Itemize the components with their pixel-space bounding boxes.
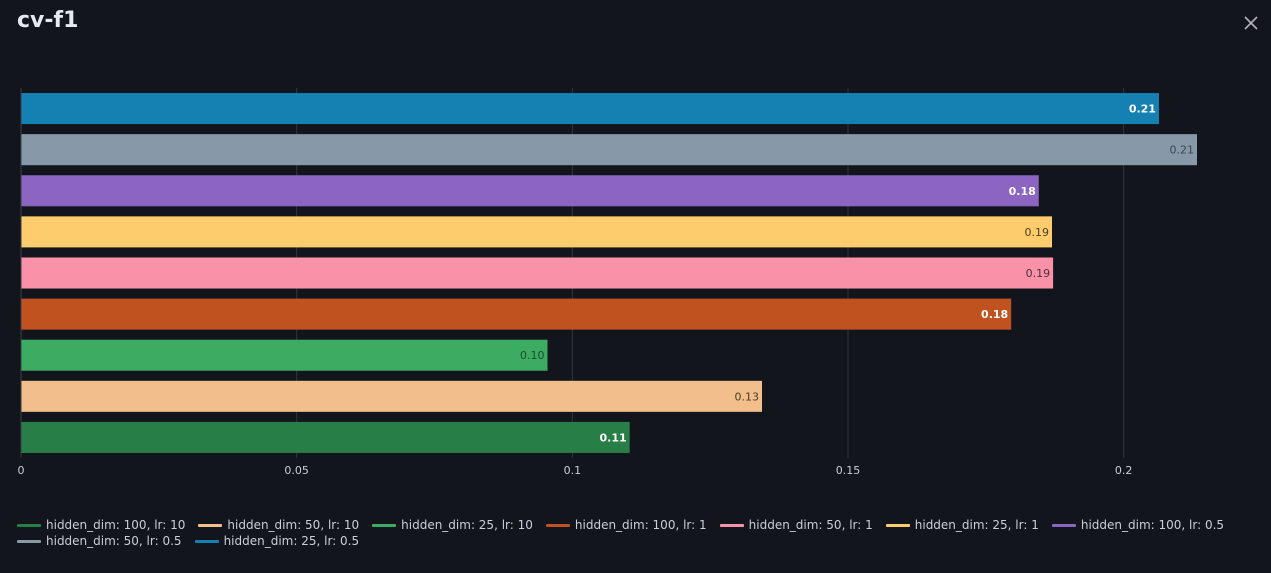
bar-data-label: 0.21	[1129, 103, 1156, 116]
bar[interactable]	[21, 339, 548, 371]
legend-label: hidden_dim: 100, lr: 0.5	[1080, 518, 1225, 532]
legend-swatch	[372, 523, 397, 527]
bar-data-label: 0.11	[600, 431, 627, 444]
bar[interactable]	[21, 93, 1159, 125]
bar-data-label: 0.13	[734, 390, 759, 403]
legend-swatch	[17, 539, 41, 543]
bar-data-label: 0.19	[1024, 226, 1049, 239]
bar-data-label: 0.18	[1009, 185, 1036, 198]
panel-title: cv-f1	[17, 8, 79, 33]
legend-label: hidden_dim: 25, lr: 0.5	[223, 534, 360, 548]
legend-label: hidden_dim: 25, lr: 1	[914, 518, 1039, 532]
bar[interactable]	[21, 134, 1197, 166]
legend-item[interactable]: hidden_dim: 100, lr: 10	[17, 518, 185, 532]
bar-data-label: 0.10	[520, 349, 545, 362]
chart-legend: hidden_dim: 100, lr: 10 hidden_dim: 50, l…	[17, 518, 1257, 548]
bar-data-label: 0.21	[1170, 144, 1195, 157]
legend-item[interactable]: hidden_dim: 25, lr: 1	[885, 518, 1039, 532]
legend-swatch	[545, 523, 570, 527]
legend-swatch	[719, 523, 744, 527]
legend-label: hidden_dim: 50, lr: 10	[227, 518, 360, 532]
legend-label: hidden_dim: 100, lr: 10	[46, 518, 186, 532]
bar[interactable]	[21, 175, 1039, 207]
x-tick-label: 0	[18, 464, 25, 477]
legend-label: hidden_dim: 50, lr: 1	[748, 518, 873, 532]
legend-swatch	[198, 523, 223, 527]
x-tick-label: 0.1	[564, 464, 582, 477]
legend-item[interactable]: hidden_dim: 50, lr: 0.5	[17, 534, 182, 548]
legend-item[interactable]: hidden_dim: 50, lr: 10	[198, 518, 359, 532]
bar-data-label: 0.18	[981, 308, 1008, 321]
bar[interactable]	[21, 257, 1054, 289]
legend-swatch	[1051, 523, 1076, 527]
close-button[interactable]	[1240, 12, 1262, 34]
legend-swatch	[885, 523, 910, 527]
bar[interactable]	[21, 298, 1012, 330]
bar-data-label: 0.19	[1026, 267, 1051, 280]
x-tick-label: 0.05	[284, 464, 309, 477]
legend-item[interactable]: hidden_dim: 25, lr: 10	[372, 518, 533, 532]
legend-label: hidden_dim: 50, lr: 0.5	[46, 534, 182, 548]
legend-label: hidden_dim: 100, lr: 1	[574, 518, 707, 532]
legend-swatch	[194, 539, 219, 543]
x-tick-label: 0.15	[836, 464, 861, 477]
legend-item[interactable]: hidden_dim: 50, lr: 1	[719, 518, 873, 532]
legend-item[interactable]: hidden_dim: 100, lr: 0.5	[1051, 518, 1225, 532]
bar[interactable]	[21, 216, 1052, 248]
legend-swatch	[17, 523, 41, 527]
close-icon	[1244, 16, 1258, 30]
bar[interactable]	[21, 421, 630, 453]
legend-item[interactable]: hidden_dim: 25, lr: 0.5	[194, 534, 360, 548]
legend-label: hidden_dim: 25, lr: 10	[401, 518, 533, 532]
bar[interactable]	[21, 380, 762, 412]
bar-chart: 0 0.05 0.1 0.15 0.2 0.21 0.21 0.18 0.19 0.19 0.18 0…	[18, 88, 1197, 477]
legend-item[interactable]: hidden_dim: 100, lr: 1	[545, 518, 707, 532]
x-tick-label: 0.2	[1115, 464, 1133, 477]
